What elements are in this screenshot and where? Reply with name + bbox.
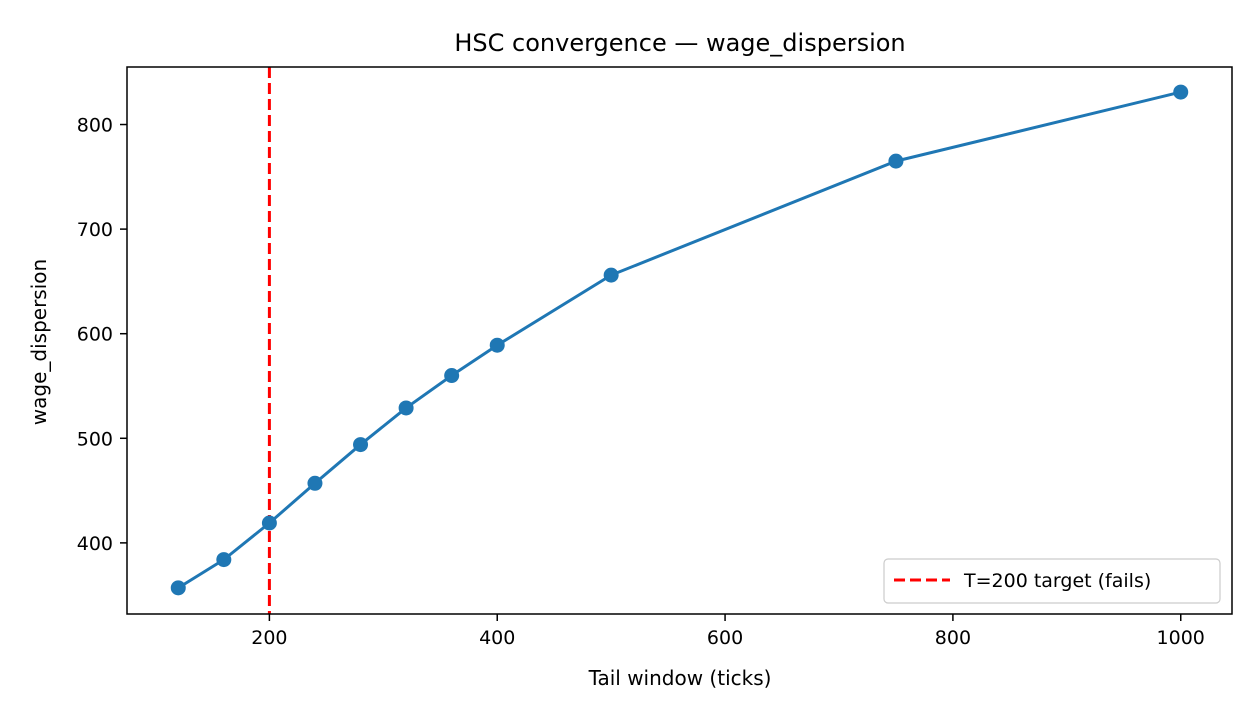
chart-title: HSC convergence — wage_dispersion (454, 29, 905, 57)
data-point (307, 475, 323, 491)
data-point (353, 437, 369, 453)
x-tick-label: 1000 (1157, 627, 1205, 649)
x-tick-label: 600 (707, 627, 743, 649)
data-point (170, 580, 186, 596)
y-tick-label: 500 (77, 428, 113, 450)
data-point (888, 153, 904, 169)
data-point (489, 337, 505, 353)
data-point (1173, 84, 1189, 100)
y-tick-label: 400 (77, 533, 113, 555)
data-point (398, 400, 414, 416)
legend: T=200 target (fails) (883, 558, 1221, 604)
legend-label: T=200 target (fails) (963, 570, 1151, 592)
x-tick-label: 400 (479, 627, 515, 649)
x-tick-label: 200 (251, 627, 287, 649)
data-point (603, 267, 619, 283)
x-axis-label: Tail window (ticks) (588, 666, 772, 690)
data-point (444, 368, 460, 384)
x-axis: 200 400 600 800 1000 (251, 614, 1205, 649)
axes-frame (126, 66, 1233, 615)
x-tick-label: 800 (935, 627, 971, 649)
data-point (261, 515, 277, 531)
y-tick-label: 800 (77, 115, 113, 137)
y-tick-label: 700 (77, 219, 113, 241)
y-axis-label: wage_dispersion (27, 259, 51, 425)
plot-area (126, 66, 1233, 615)
y-tick-label: 600 (77, 324, 113, 346)
legend-box (883, 558, 1221, 604)
y-axis: 400 500 600 700 800 (77, 115, 127, 555)
data-point (216, 552, 232, 568)
